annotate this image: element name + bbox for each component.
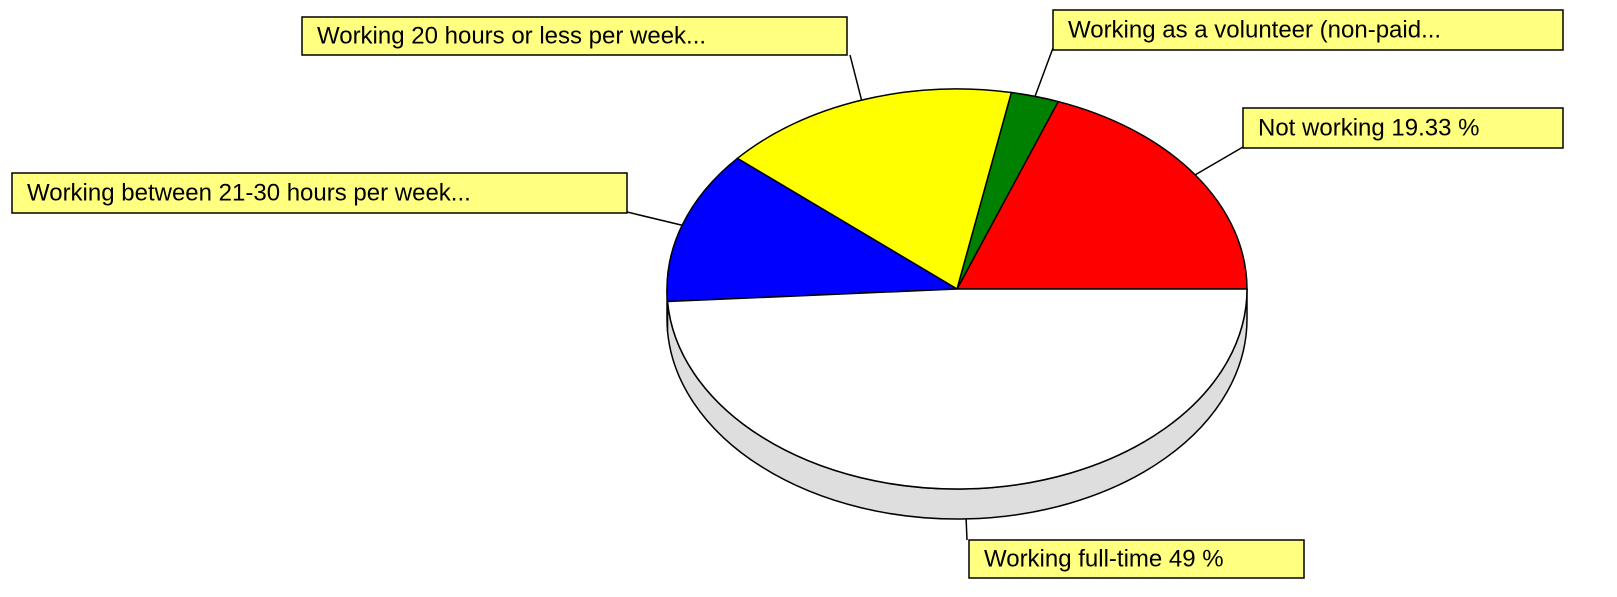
pie-slice: [666, 157, 960, 303]
slice-label: Working between 21-30 hours per week...: [27, 179, 471, 206]
leader-line: [965, 518, 968, 541]
label-box: [968, 539, 1305, 579]
label-box: [301, 16, 848, 56]
leader-line: [1034, 47, 1054, 97]
pie-slice: [666, 288, 1248, 490]
label-box: [11, 172, 628, 214]
slice-label: Working 20 hours or less per week...: [317, 22, 706, 49]
slice-label: Working as a volunteer (non-paid...: [1068, 16, 1441, 43]
pie-slice: [736, 88, 1013, 291]
label-box: [1242, 107, 1564, 149]
slice-label: Working full-time 49 %: [984, 545, 1224, 572]
leader-line: [626, 211, 683, 226]
leader-line: [849, 54, 863, 101]
leader-line: [1194, 146, 1244, 176]
pie-slice: [955, 100, 1248, 290]
label-box: [1052, 9, 1564, 51]
slice-label: Not working 19.33 %: [1258, 114, 1479, 141]
